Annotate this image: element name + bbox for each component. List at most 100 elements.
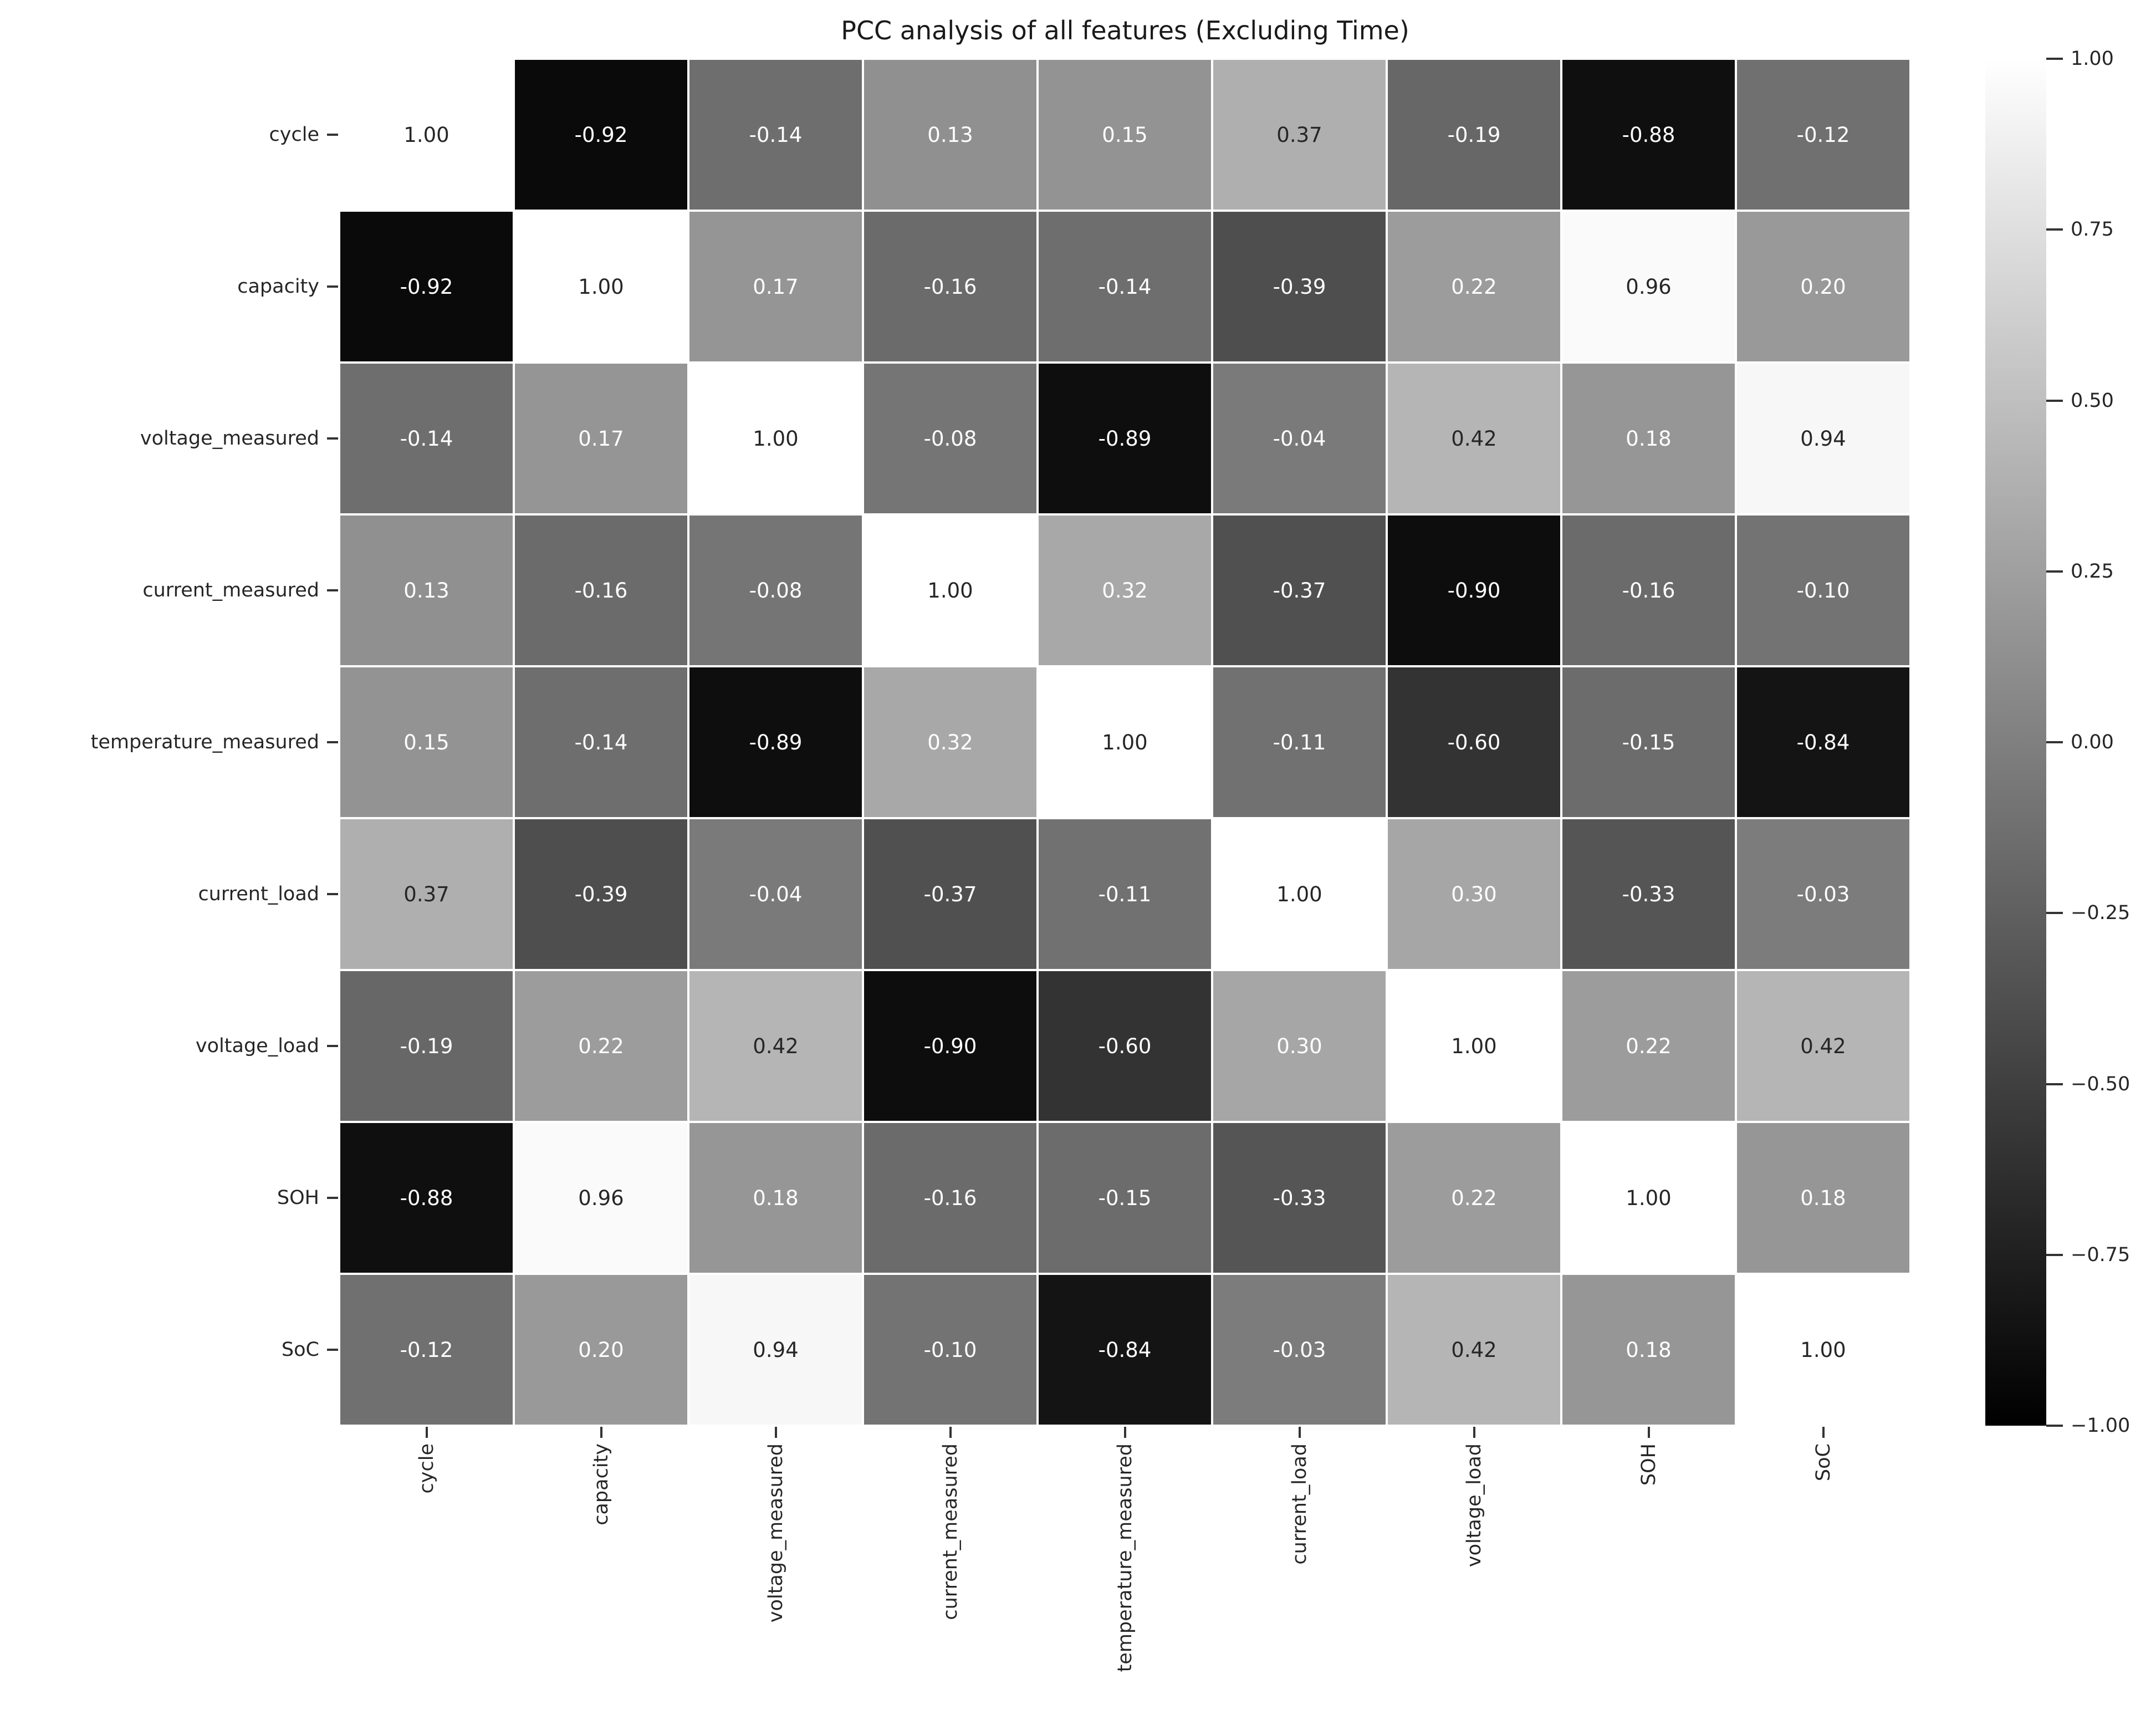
cell-value: -0.37 [1273, 578, 1326, 603]
cell-value: -0.16 [923, 274, 977, 299]
colorbar-tick [2046, 228, 2063, 231]
cell-value: 0.20 [1800, 274, 1846, 299]
heatmap-cell: -0.39 [1212, 211, 1387, 363]
cell-value: 1.00 [753, 426, 799, 451]
cell-value: 0.37 [403, 882, 449, 906]
cell-value: -0.16 [923, 1186, 977, 1210]
x-tick-label: capacity [590, 1443, 612, 1525]
heatmap-cell: 0.17 [688, 211, 863, 363]
colorbar-tick [2046, 1425, 2063, 1427]
heatmap-cell: -0.15 [1038, 1122, 1212, 1274]
x-tick-label: voltage_measured [764, 1443, 787, 1623]
colorbar-tick [2046, 570, 2063, 573]
heatmap-cell: -0.15 [1561, 666, 1736, 818]
heatmap-cell: -0.92 [339, 211, 514, 363]
cell-value: -0.15 [1098, 1186, 1152, 1210]
heatmap-cell: -0.14 [1038, 211, 1212, 363]
cell-value: 1.00 [578, 274, 624, 299]
heatmap-cell: 1.00 [863, 514, 1038, 666]
x-tick [1298, 1427, 1301, 1438]
y-tick [327, 893, 338, 895]
x-tick-label: SOH [1637, 1443, 1660, 1486]
heatmap-cell: -0.14 [514, 666, 688, 818]
y-tick [327, 285, 338, 288]
x-tick [600, 1427, 602, 1438]
cell-value: -0.88 [400, 1186, 453, 1210]
heatmap-cell: 0.37 [339, 818, 514, 970]
cell-value: -0.88 [1622, 123, 1675, 147]
heatmap-cell: -0.19 [339, 970, 514, 1122]
heatmap-cell: 0.94 [688, 1274, 863, 1426]
heatmap-cell: 0.22 [514, 970, 688, 1122]
x-tick [1822, 1427, 1825, 1438]
cell-value: -0.04 [1273, 426, 1326, 451]
colorbar-tick-label: 0.25 [2071, 560, 2114, 583]
y-tick-label: voltage_measured [140, 427, 319, 450]
heatmap-cell: 0.17 [514, 363, 688, 514]
colorbar-tick-label: 0.00 [2071, 731, 2114, 753]
y-tick [327, 589, 338, 591]
heatmap-cell: 0.18 [1736, 1122, 1910, 1274]
cell-value: 0.42 [1451, 1338, 1497, 1362]
cell-value: -0.14 [574, 730, 628, 754]
heatmap-cell: -0.11 [1212, 666, 1387, 818]
cell-value: 0.30 [1276, 1034, 1322, 1058]
heatmap-cell: -0.88 [339, 1122, 514, 1274]
cell-value: -0.15 [1622, 730, 1675, 754]
cell-value: -0.39 [1273, 274, 1326, 299]
cell-value: 0.18 [1800, 1186, 1846, 1210]
cell-value: -0.89 [749, 730, 803, 754]
cell-value: -0.60 [1098, 1034, 1152, 1058]
heatmap-cell: 1.00 [1038, 666, 1212, 818]
heatmap-cell: 0.30 [1212, 970, 1387, 1122]
x-tick [1473, 1427, 1475, 1438]
heatmap-cell: 0.96 [514, 1122, 688, 1274]
cell-value: -0.16 [574, 578, 628, 603]
heatmap-cell: -0.08 [863, 363, 1038, 514]
heatmap-cell: -0.33 [1561, 818, 1736, 970]
heatmap-cell: -0.11 [1038, 818, 1212, 970]
cell-value: 0.13 [403, 578, 449, 603]
cell-value: 0.42 [753, 1034, 799, 1058]
heatmap-cell: 0.30 [1387, 818, 1561, 970]
x-tick-label: temperature_measured [1113, 1443, 1136, 1672]
y-tick-label: current_measured [142, 579, 319, 601]
x-tick-label: current_load [1288, 1443, 1311, 1565]
heatmap-cell: 0.18 [1561, 363, 1736, 514]
cell-value: 0.22 [1451, 1186, 1497, 1210]
heatmap-cell: -0.16 [863, 1122, 1038, 1274]
cell-value: 0.20 [578, 1338, 624, 1362]
cell-value: -0.04 [749, 882, 803, 906]
cell-value: 0.22 [1451, 274, 1497, 299]
heatmap-cell: -0.10 [1736, 514, 1910, 666]
heatmap-cell: 1.00 [514, 211, 688, 363]
cell-value: 0.18 [753, 1186, 799, 1210]
colorbar-tick-label: 0.75 [2071, 218, 2114, 241]
colorbar-tick-label: −0.50 [2071, 1073, 2131, 1095]
heatmap-cell: 0.32 [863, 666, 1038, 818]
cell-value: 0.17 [578, 426, 624, 451]
x-tick [1647, 1427, 1650, 1438]
heatmap-cell: 1.00 [688, 363, 863, 514]
y-tick-label: cycle [269, 124, 319, 146]
chart-title: PCC analysis of all features (Excluding … [841, 16, 1409, 45]
heatmap-cell: 1.00 [1387, 970, 1561, 1122]
cell-value: 0.32 [927, 730, 973, 754]
heatmap-cell: 0.18 [1561, 1274, 1736, 1426]
x-tick [774, 1427, 777, 1438]
cell-value: 0.22 [578, 1034, 624, 1058]
cell-value: 0.94 [753, 1338, 799, 1362]
heatmap-cell: 0.42 [1736, 970, 1910, 1122]
cell-value: -0.19 [1447, 123, 1501, 147]
heatmap-cell: 1.00 [1212, 818, 1387, 970]
heatmap-cell: -0.84 [1038, 1274, 1212, 1426]
heatmap-cell: 0.15 [1038, 59, 1212, 211]
colorbar-tick [2046, 741, 2063, 743]
cell-value: 0.15 [403, 730, 449, 754]
cell-value: 1.00 [1451, 1034, 1497, 1058]
heatmap-cell: -0.16 [1561, 514, 1736, 666]
heatmap-cell: 0.20 [1736, 211, 1910, 363]
heatmap-cell: -0.12 [339, 1274, 514, 1426]
y-tick [327, 437, 338, 440]
